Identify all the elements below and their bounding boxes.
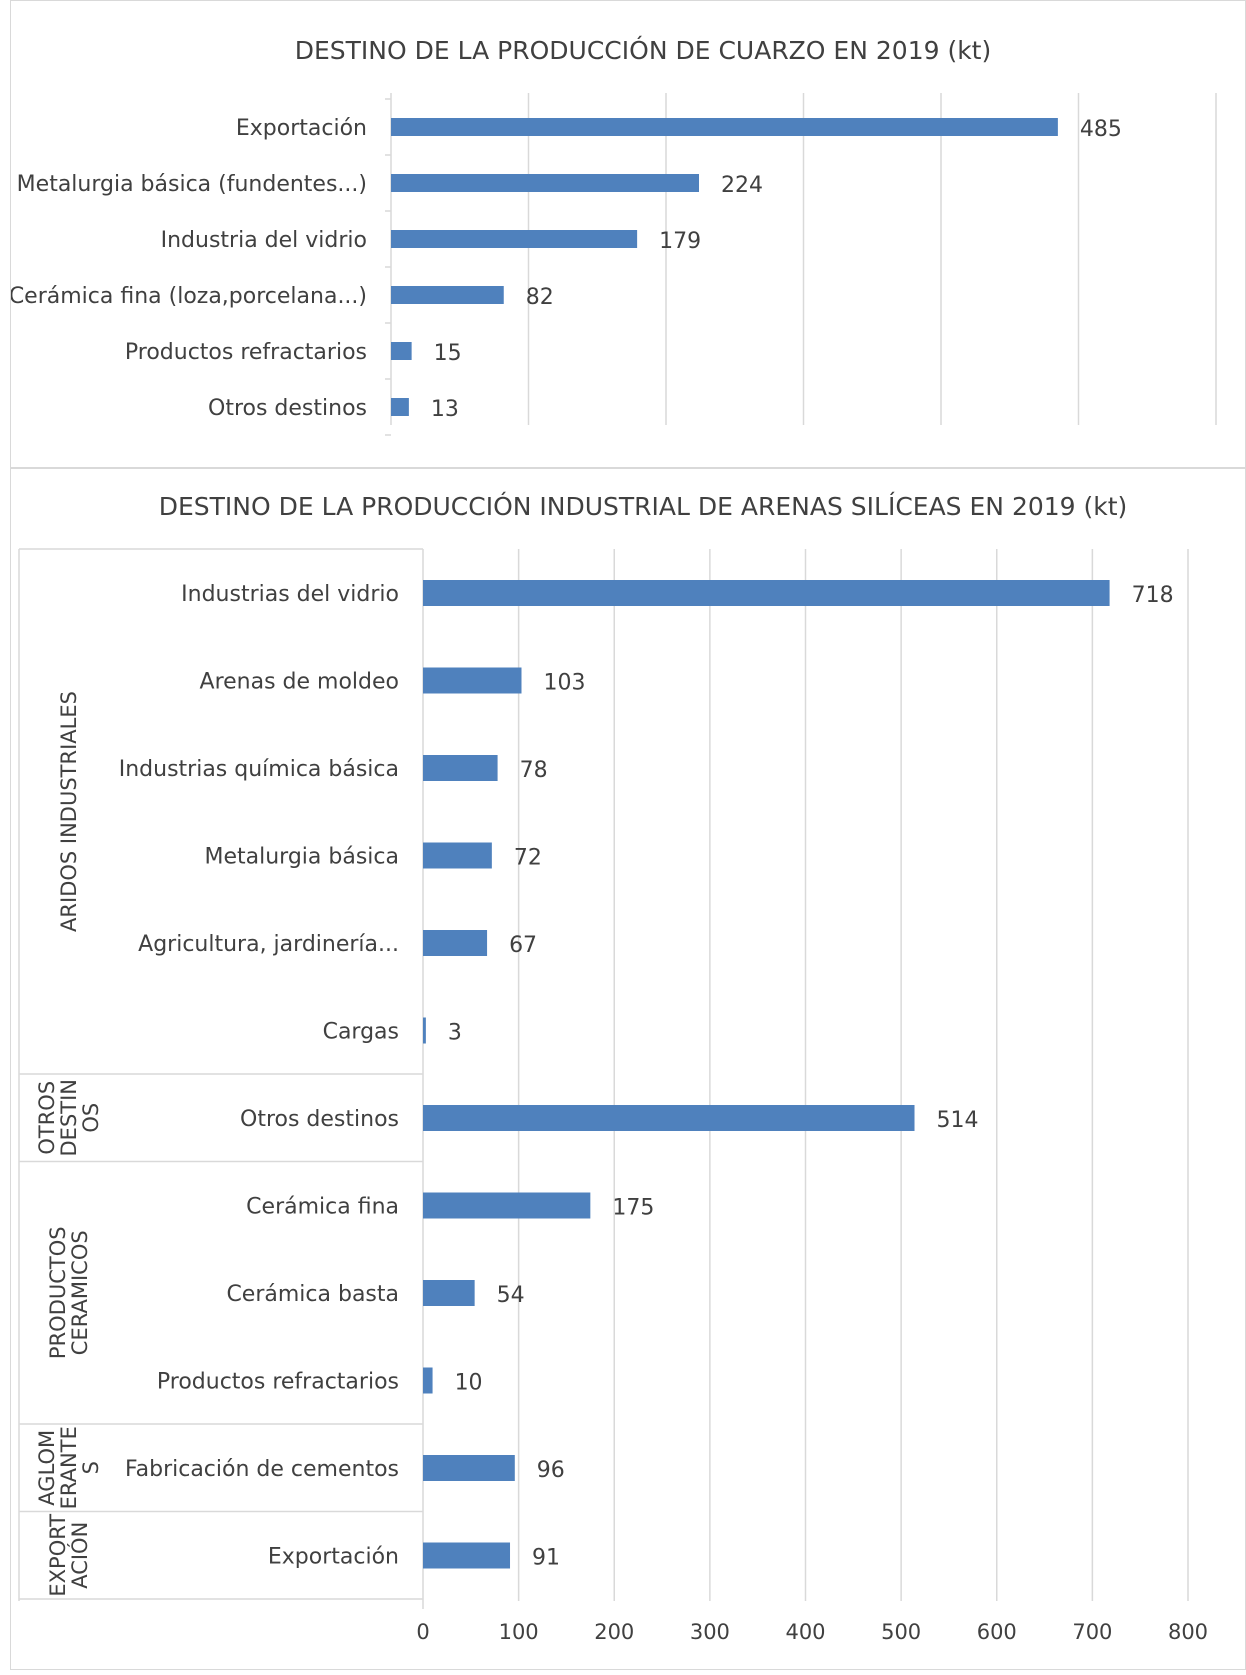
category-label: Cerámica fina (loza,porcelana...) xyxy=(11,284,367,309)
category-label: Exportación xyxy=(236,116,367,141)
category-label: Agricultura, jardinería... xyxy=(138,932,399,957)
x-tick-label: 100 xyxy=(499,1620,539,1644)
bar xyxy=(391,286,504,304)
category-label: Arenas de moldeo xyxy=(200,670,399,695)
group-label-line: PRODUCTOS xyxy=(46,1226,70,1359)
group-label-line: OTROS xyxy=(35,1081,59,1155)
quartz-chart-panel: DESTINO DE LA PRODUCCIÓN DE CUARZO EN 20… xyxy=(9,0,1246,468)
category-label: Otros destinos xyxy=(240,1107,399,1132)
bar xyxy=(423,930,488,956)
data-label: 91 xyxy=(532,1546,560,1571)
silica-chart-panel: DESTINO DE LA PRODUCCIÓN INDUSTRIAL DE A… xyxy=(10,468,1246,1670)
data-label: 82 xyxy=(526,285,554,310)
group-label: AGLOMERANTES xyxy=(35,1426,103,1509)
category-label: Industria del vidrio xyxy=(161,228,367,253)
bar xyxy=(391,174,699,192)
bar xyxy=(423,1017,426,1044)
group-label-line: OS xyxy=(79,1103,103,1133)
bar xyxy=(423,842,492,869)
bar xyxy=(423,1192,591,1219)
x-tick-label: 500 xyxy=(881,1620,921,1644)
data-label: 175 xyxy=(612,1196,654,1221)
data-label: 179 xyxy=(659,229,701,254)
bar xyxy=(423,1455,515,1481)
data-label: 3 xyxy=(448,1021,462,1046)
bar xyxy=(423,1280,475,1306)
category-label: Productos refractarios xyxy=(157,1370,399,1395)
x-tick-label: 800 xyxy=(1168,1620,1208,1644)
bar xyxy=(423,667,522,694)
category-label: Fabricación de cementos xyxy=(125,1457,399,1482)
category-label: Otros destinos xyxy=(208,396,367,421)
category-label: Exportación xyxy=(268,1545,399,1570)
group-label-line: ACIÓN xyxy=(67,1522,92,1589)
category-label: Cerámica fina xyxy=(246,1195,399,1220)
group-label-line: ERANTE xyxy=(57,1426,81,1509)
x-tick-label: 200 xyxy=(594,1620,634,1644)
group-label: ARIDOS INDUSTRIALES xyxy=(57,691,81,932)
group-label-line: EXPORT xyxy=(46,1514,70,1597)
bar xyxy=(391,342,412,360)
data-label: 67 xyxy=(509,933,537,958)
silica-chart: DESTINO DE LA PRODUCCIÓN INDUSTRIAL DE A… xyxy=(18,491,1208,1644)
bar xyxy=(423,1542,511,1569)
bar xyxy=(423,1367,433,1394)
data-label: 78 xyxy=(520,758,548,783)
chart-title: DESTINO DE LA PRODUCCIÓN DE CUARZO EN 20… xyxy=(295,35,991,65)
group-label-line: ARIDOS INDUSTRIALES xyxy=(57,691,81,932)
category-label: Industrias química básica xyxy=(119,757,399,782)
bar xyxy=(423,580,1110,606)
bar xyxy=(391,398,409,416)
data-label: 15 xyxy=(434,341,462,366)
group-label: EXPORTACIÓN xyxy=(46,1514,92,1597)
quartz-chart: DESTINO DE LA PRODUCCIÓN DE CUARZO EN 20… xyxy=(9,35,1217,436)
x-tick-label: 0 xyxy=(416,1620,429,1644)
category-label: Metalurgia básica (fundentes...) xyxy=(17,172,367,197)
category-label: Metalurgia básica xyxy=(205,845,400,870)
bar xyxy=(391,230,638,248)
category-label: Cerámica basta xyxy=(226,1282,399,1307)
group-label: PRODUCTOSCERAMICOS xyxy=(46,1226,92,1359)
group-label-line: AGLOM xyxy=(35,1430,59,1506)
group-label-line: CERAMICOS xyxy=(68,1230,92,1355)
data-label: 718 xyxy=(1132,583,1174,608)
data-label: 96 xyxy=(537,1458,565,1483)
data-label: 103 xyxy=(543,671,585,696)
category-label: Cargas xyxy=(323,1020,399,1045)
group-label: OTROSDESTINOS xyxy=(35,1079,103,1157)
x-tick-label: 400 xyxy=(785,1620,825,1644)
data-label: 514 xyxy=(937,1108,979,1133)
data-label: 10 xyxy=(455,1371,483,1396)
data-label: 224 xyxy=(721,173,763,198)
bar xyxy=(423,1105,915,1131)
group-label-line: DESTIN xyxy=(57,1079,81,1157)
x-tick-label: 300 xyxy=(690,1620,730,1644)
data-label: 72 xyxy=(514,846,542,871)
data-label: 485 xyxy=(1080,117,1122,142)
category-label: Industrias del vidrio xyxy=(181,582,399,607)
data-label: 54 xyxy=(497,1283,525,1308)
bar xyxy=(391,118,1058,136)
x-tick-label: 600 xyxy=(977,1620,1017,1644)
data-label: 13 xyxy=(431,397,459,422)
group-label-line: S xyxy=(79,1461,103,1474)
bar xyxy=(423,755,498,781)
category-label: Productos refractarios xyxy=(125,340,367,365)
chart-title: DESTINO DE LA PRODUCCIÓN INDUSTRIAL DE A… xyxy=(159,491,1128,521)
x-tick-label: 700 xyxy=(1072,1620,1112,1644)
